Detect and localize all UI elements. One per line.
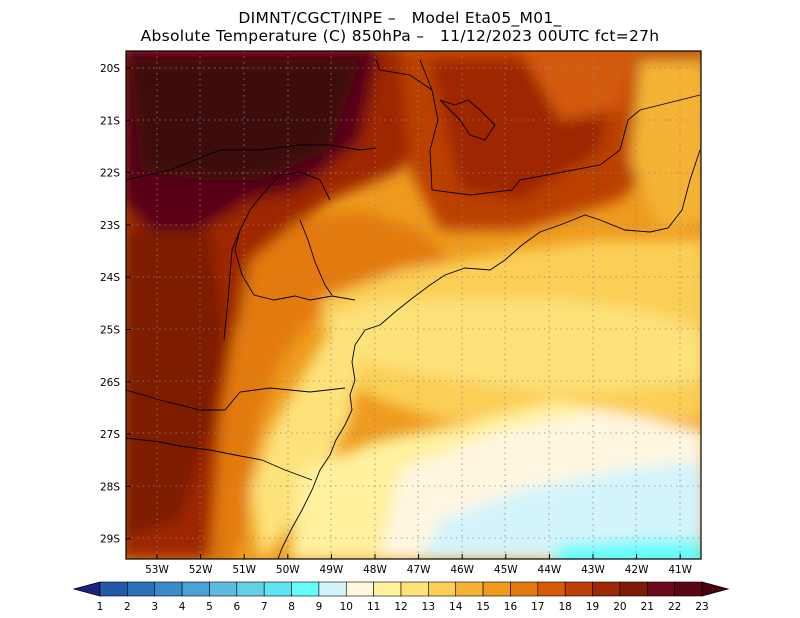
- lat-label: 20S: [100, 63, 120, 75]
- colorbar-label: 7: [261, 601, 268, 613]
- colorbar-label: 16: [504, 601, 518, 613]
- lon-label: 50W: [276, 564, 300, 576]
- colorbar-label: 5: [206, 601, 213, 613]
- colorbar-label: 10: [340, 601, 353, 613]
- colorbar-swatch: [537, 581, 566, 597]
- lat-label: 27S: [100, 429, 120, 441]
- colorbar-label: 20: [613, 601, 626, 613]
- lon-label: 53W: [145, 564, 169, 576]
- colorbar-label: 6: [233, 601, 240, 613]
- colorbar-swatch: [236, 581, 265, 597]
- colorbar-label: 18: [558, 601, 571, 613]
- lon-label: 41W: [668, 564, 692, 576]
- chart-title-line2: Absolute Temperature (C) 850hPa – 11/12/…: [140, 27, 660, 45]
- latitude-labels: 20S 21S 22S 23S 24S 25S 26S 27S 28S 29S: [100, 63, 131, 546]
- colorbar-swatch: [400, 581, 429, 597]
- colorbar-swatch: [455, 581, 484, 597]
- colorbar-label: 23: [695, 601, 708, 613]
- lat-label: 26S: [100, 377, 120, 389]
- lon-label: 49W: [320, 564, 344, 576]
- colorbar-swatch: [99, 581, 128, 597]
- colorbar-label: 14: [449, 601, 463, 613]
- colorbar-swatch: [263, 581, 292, 597]
- colorbar-swatch: [154, 581, 183, 597]
- lon-label: 44W: [538, 564, 562, 576]
- lat-label: 28S: [100, 481, 120, 493]
- plot-frame: [125, 50, 702, 560]
- colorbar-swatch: [209, 581, 238, 597]
- colorbar-swatch: [592, 581, 621, 597]
- colorbar-label: 11: [367, 601, 380, 613]
- lon-label: 42W: [625, 564, 649, 576]
- colorbar-label: 19: [586, 601, 599, 613]
- colorbar-swatch: [510, 581, 539, 597]
- colorbar-swatch: [291, 581, 320, 597]
- coastline-borders: [126, 59, 701, 559]
- colorbar-swatch: [564, 581, 593, 597]
- lat-label: 24S: [100, 272, 120, 284]
- lon-label: 43W: [581, 564, 605, 576]
- lon-label: 46W: [450, 564, 474, 576]
- chart-title-line1: DIMNT/CGCT/INPE – Model Eta05_M01_: [238, 9, 562, 27]
- temperature-field: [126, 51, 701, 559]
- lat-label: 25S: [100, 325, 120, 337]
- colorbar-label: 13: [422, 601, 435, 613]
- lon-label: 51W: [232, 564, 256, 576]
- lon-label: 48W: [363, 564, 387, 576]
- colorbar-swatch: [318, 581, 347, 597]
- colorbar-label: 1: [97, 601, 104, 613]
- colorbar-swatch: [373, 581, 402, 597]
- colorbar-arrow-low: [72, 581, 101, 597]
- lat-label: 29S: [100, 534, 120, 546]
- colorbar-arrow-high: [701, 581, 730, 597]
- colorbar-labels: 1 2 3 4 5 6 7 8 9 10 11 12 13 14 15 16 17 18 19 20 21 22 23: [97, 601, 709, 613]
- grid-lines: [126, 51, 701, 559]
- colorbar-label: 15: [476, 601, 489, 613]
- lat-label: 22S: [100, 168, 120, 180]
- colorbar-swatch: [619, 581, 648, 597]
- colorbar-swatch: [181, 581, 210, 597]
- colorbar-swatch: [674, 581, 703, 597]
- colorbar-label: 3: [151, 601, 158, 613]
- colorbar-swatch: [482, 581, 511, 597]
- colorbar-label: 17: [531, 601, 544, 613]
- colorbar-swatch: [428, 581, 457, 597]
- colorbar-label: 4: [179, 601, 186, 613]
- longitude-labels: 53W 52W 51W 50W 49W 48W 47W 46W 45W 44W 43W 42W 41W: [145, 554, 693, 576]
- colorbar-swatch: [127, 581, 156, 597]
- lon-label: 45W: [494, 564, 518, 576]
- colorbar-label: 9: [316, 601, 323, 613]
- colorbar-label: 21: [641, 601, 654, 613]
- colorbar-label: 12: [394, 601, 407, 613]
- colorbar-swatch: [345, 581, 374, 597]
- colorbar-label: 22: [668, 601, 681, 613]
- colorbar-swatch: [646, 581, 675, 597]
- colorbar-label: 2: [124, 601, 131, 613]
- lon-label: 47W: [407, 564, 431, 576]
- lat-label: 21S: [100, 115, 120, 127]
- colorbar-label: 8: [288, 601, 295, 613]
- lon-label: 52W: [189, 564, 213, 576]
- lat-label: 23S: [100, 220, 120, 232]
- colorbar: [72, 581, 730, 597]
